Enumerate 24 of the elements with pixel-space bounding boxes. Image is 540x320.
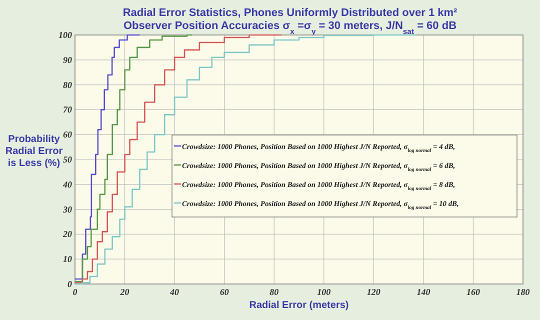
x-tick-label: 100 xyxy=(317,287,332,297)
y-tick-label: 100 xyxy=(58,30,72,40)
x-tick-label: 20 xyxy=(119,287,130,297)
chart-title: Radial Error Statistics, Phones Uniformly Distributed over 1 km² xyxy=(122,7,458,19)
y-tick-label: 90 xyxy=(63,54,72,65)
x-tick-label: 120 xyxy=(366,287,381,297)
x-tick-label: 180 xyxy=(516,287,530,297)
chart-subtitle: Observer Position Accuracies σ$_{x}$ =σ$_{y}$ = 30 meters, J/N$_{sat}$ = 60 dB xyxy=(123,20,457,36)
y-tick-label: 50 xyxy=(63,154,72,164)
y-tick-label: 10 xyxy=(63,254,72,264)
x-tick-label: 40 xyxy=(169,287,180,297)
y-axis-title: Probability Radial Error is Less (%) xyxy=(5,134,63,169)
x-tick-label: 140 xyxy=(416,287,431,297)
y-tick-label: 30 xyxy=(62,204,72,214)
y-tick-label: 80 xyxy=(63,80,72,90)
y-tick-label: 0 xyxy=(68,279,72,289)
x-tick-label: 60 xyxy=(220,287,230,297)
x-tick-label: 80 xyxy=(270,287,280,297)
y-tick-label: 70 xyxy=(63,104,72,115)
x-axis-title: Radial Error (meters) xyxy=(249,300,349,311)
y-tick-label: 40 xyxy=(62,179,72,190)
y-tick-label: 60 xyxy=(63,130,72,140)
x-tick-label: 160 xyxy=(466,287,480,297)
y-tick-label: 20 xyxy=(62,229,72,240)
